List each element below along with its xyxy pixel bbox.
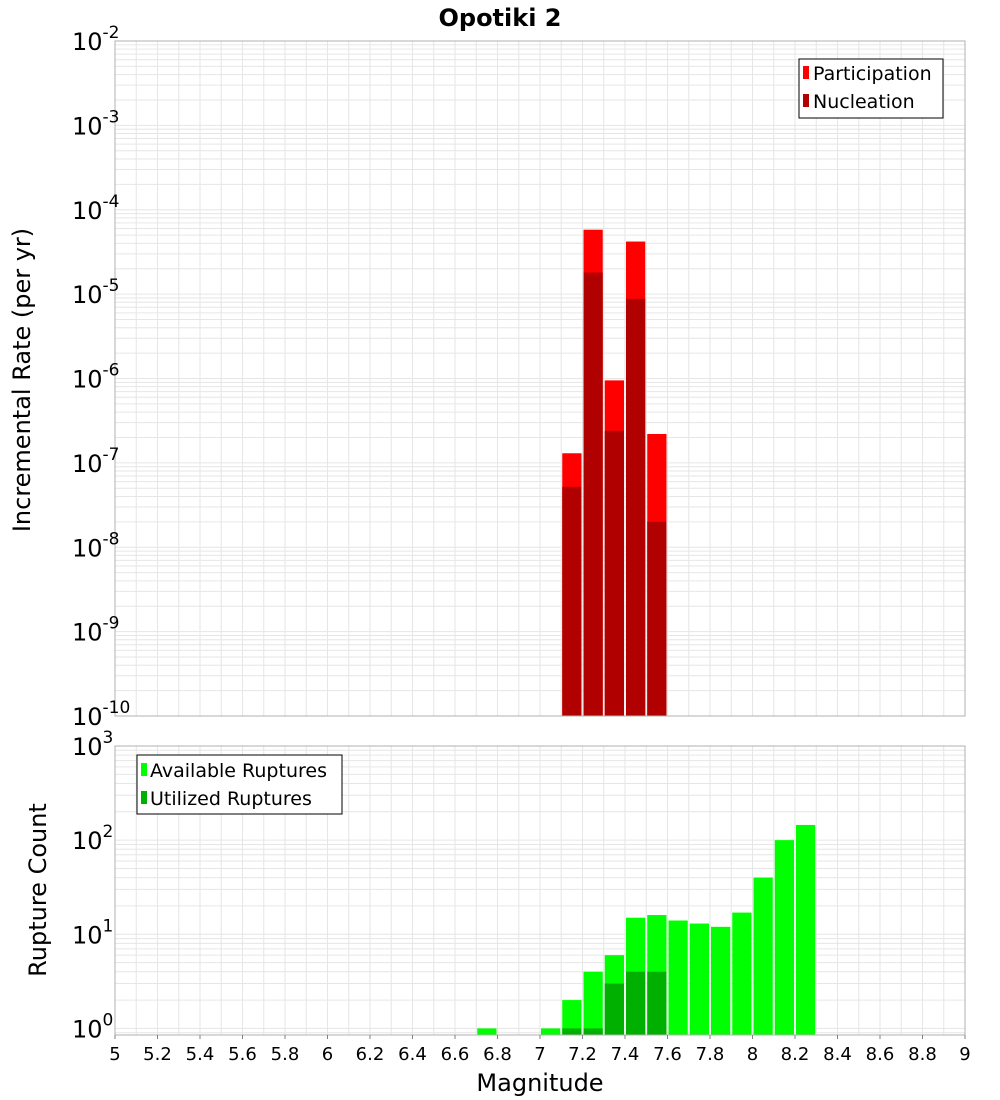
participation-legend-swatch	[803, 66, 809, 79]
chart-title: Opotiki 2	[438, 4, 562, 32]
available-legend-swatch	[141, 763, 147, 776]
x-tick-label: 8.4	[823, 1044, 852, 1065]
x-tick-label: 7.2	[568, 1044, 597, 1065]
utilized-ruptures-bar	[583, 1028, 603, 1035]
y-tick-label: 100	[72, 1010, 113, 1043]
x-tick-label: 7.8	[696, 1044, 725, 1065]
available-ruptures-bar	[689, 923, 709, 1035]
available-ruptures-bar	[668, 920, 688, 1035]
count-y-ticks: 100 101 102 103	[72, 728, 113, 1043]
x-tick-label: 8	[747, 1044, 758, 1065]
x-tick-label: 6.8	[483, 1044, 512, 1065]
utilized-ruptures-bar	[626, 971, 646, 1035]
y-tick-label: 10-9	[72, 614, 120, 647]
count-legend: Available Ruptures Utilized Ruptures	[136, 754, 343, 815]
rate-y-axis-label: Incremental Rate (per yr)	[8, 228, 36, 532]
count-y-axis-label: Rupture Count	[24, 803, 52, 977]
rupture-count-panel: 100 101 102 103 Rupture Count Available Rup…	[24, 728, 966, 1043]
x-tick-label: 8.6	[866, 1044, 895, 1065]
nucleation-bar	[562, 486, 582, 716]
available-ruptures-bar	[583, 971, 603, 1035]
rate-plot-frame	[114, 40, 966, 717]
x-tick-label: 5.4	[186, 1044, 215, 1065]
rate-bars	[562, 229, 667, 717]
available-ruptures-bar	[796, 824, 816, 1035]
utilized-legend-label: Utilized Ruptures	[150, 788, 312, 810]
available-ruptures-bar	[477, 1028, 497, 1035]
y-tick-label: 10-7	[72, 445, 120, 478]
x-tick-label: 7	[534, 1044, 545, 1065]
x-tick-label: 9	[959, 1044, 970, 1065]
x-tick-label: 6	[322, 1044, 333, 1065]
nucleation-bar	[583, 272, 603, 716]
y-tick-label: 10-8	[72, 529, 120, 562]
y-tick-label: 10-10	[72, 698, 130, 731]
available-ruptures-bar	[541, 1028, 561, 1035]
y-tick-label: 102	[72, 822, 113, 855]
x-tick-label: 8.2	[781, 1044, 810, 1065]
utilized-ruptures-bar	[562, 1028, 582, 1035]
available-ruptures-bar	[732, 912, 752, 1035]
available-ruptures-bar	[711, 926, 731, 1035]
utilized-ruptures-bar	[604, 983, 624, 1035]
participation-legend-label: Participation	[813, 63, 932, 85]
y-tick-label: 10-4	[72, 192, 120, 225]
x-tick-labels: 5 5.2 5.4 5.6 5.8 6 6.2 6.4 6.6 6.8 7 7.2 7.4 7.6 7.8 8…	[109, 1035, 971, 1065]
x-tick-label: 7.4	[611, 1044, 640, 1065]
x-tick-label: 6.2	[356, 1044, 385, 1065]
rate-y-ticks: 10-10 10-9 10-8 10-7 10-6 10-5 10-4 10-3 10-2	[72, 23, 130, 731]
y-tick-label: 10-3	[72, 107, 120, 140]
x-axis-label: Magnitude	[476, 1069, 603, 1097]
y-tick-label: 101	[72, 916, 113, 949]
x-tick-label: 8.8	[908, 1044, 937, 1065]
utilized-legend-swatch	[141, 791, 147, 804]
count-legend-box	[136, 754, 343, 815]
y-tick-label: 103	[72, 728, 113, 761]
rate-grid	[114, 41, 966, 717]
x-tick-label: 5.6	[228, 1044, 257, 1065]
nucleation-bar	[604, 430, 624, 716]
utilized-ruptures-bar	[647, 971, 667, 1035]
x-tick-label: 7.6	[653, 1044, 682, 1065]
y-tick-label: 10-6	[72, 361, 120, 394]
y-tick-label: 10-2	[72, 23, 120, 56]
rate-legend: Participation Nucleation	[798, 58, 944, 119]
rate-legend-box	[798, 58, 944, 119]
nucleation-legend-swatch	[803, 94, 809, 107]
x-tick-label: 6.4	[398, 1044, 427, 1065]
available-ruptures-bar	[753, 877, 773, 1035]
available-ruptures-bar	[562, 1000, 582, 1035]
nucleation-legend-label: Nucleation	[813, 91, 915, 113]
x-tick-label: 6.6	[441, 1044, 470, 1065]
nucleation-bar	[626, 298, 646, 716]
x-tick-label: 5	[109, 1044, 120, 1065]
x-tick-label: 5.8	[271, 1044, 300, 1065]
nucleation-bar	[647, 521, 667, 716]
y-tick-label: 10-5	[72, 276, 120, 309]
available-legend-label: Available Ruptures	[150, 760, 327, 782]
available-ruptures-bar	[774, 840, 794, 1035]
x-tick-label: 5.2	[143, 1044, 172, 1065]
count-bars	[477, 824, 816, 1035]
rate-panel: 10-10 10-9 10-8 10-7 10-6 10-5 10-4 10-3 10-2 In…	[8, 23, 966, 731]
